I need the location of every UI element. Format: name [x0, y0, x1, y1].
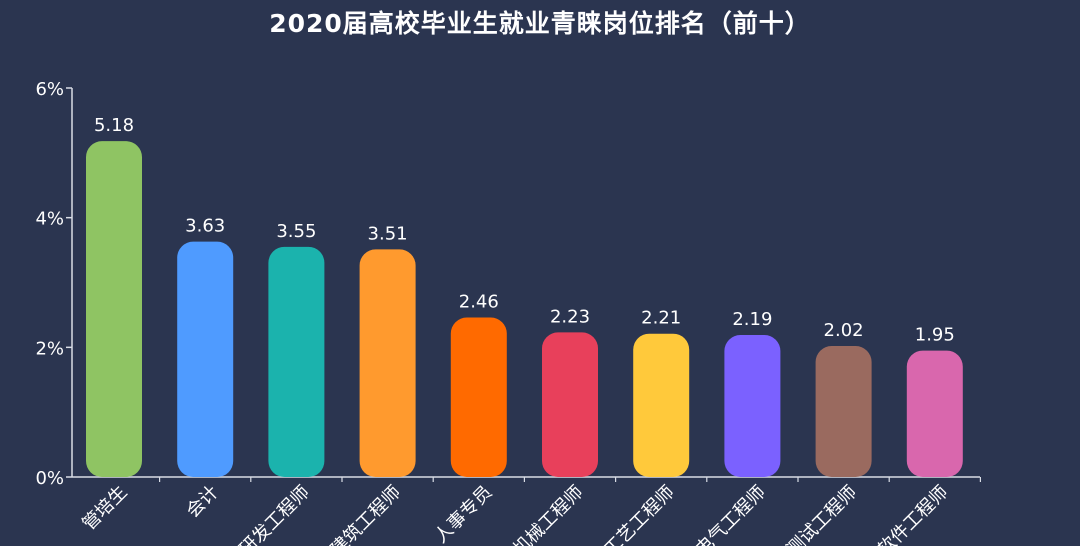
data-label: 5.18: [94, 115, 134, 136]
data-labels: 5.18 3.63 3.55 3.51 2.46 2.23 2.21 2.19 2.02 1.95: [94, 115, 955, 345]
data-label: 3.55: [276, 221, 316, 242]
category-label: 电气工程师: [691, 482, 769, 546]
y-tick-label: 6%: [35, 79, 64, 100]
y-tick-label: 4%: [35, 209, 64, 230]
y-tick-label: 0%: [35, 468, 64, 489]
bar: [268, 246, 325, 477]
x-axis: 管培生 会计 研发工程师 建筑工程师 人事专员 机械工程师 工艺工程师 电气工程师 测试工程师软…: [79, 477, 982, 546]
data-label: 2.02: [824, 320, 864, 341]
bar: [86, 141, 142, 477]
bar: [450, 317, 507, 477]
y-axis: 0% 2% 4% 6%: [35, 79, 72, 489]
data-label: 2.46: [459, 292, 499, 313]
bar: [542, 332, 598, 477]
bar: [177, 241, 234, 477]
data-label: 3.51: [368, 223, 408, 244]
data-label: 2.19: [732, 309, 772, 330]
category-label: 工艺工程师: [600, 482, 678, 546]
chart-title: 2020届高校毕业生就业青睐岗位排名（前十）: [269, 9, 811, 38]
category-label: 管培生: [79, 482, 132, 535]
category-label: 会计: [182, 482, 222, 522]
bar: [633, 333, 690, 477]
bar: [359, 249, 416, 477]
bar: [906, 350, 963, 477]
data-label: 2.21: [641, 308, 681, 329]
bar: [815, 346, 872, 477]
category-label: 机械工程师: [509, 482, 587, 546]
category-label: 建筑工程师: [327, 482, 405, 546]
bar: [724, 335, 781, 477]
y-tick-label: 2%: [35, 338, 64, 359]
category-label: 研发工程师: [235, 482, 313, 546]
category-label: 人事专员: [431, 482, 497, 546]
data-label: 2.23: [550, 306, 590, 327]
category-label: 测试工程师: [783, 482, 861, 546]
data-label: 3.63: [185, 216, 225, 237]
category-label: 软件工程师: [874, 482, 952, 546]
data-label: 1.95: [915, 325, 955, 346]
bar-series: [86, 141, 963, 477]
